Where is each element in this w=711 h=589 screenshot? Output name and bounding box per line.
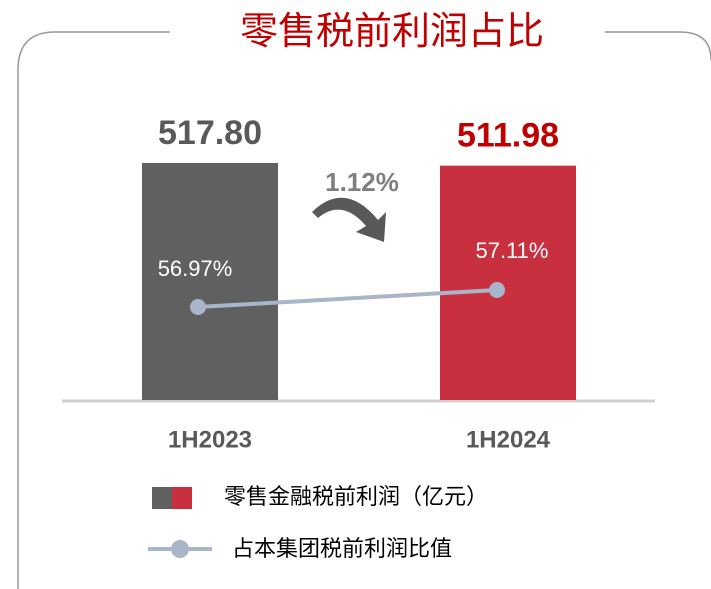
line-point bbox=[190, 299, 206, 315]
bar-value-label: 517.80 bbox=[158, 114, 262, 152]
legend-swatch bbox=[171, 540, 189, 558]
line bbox=[197, 288, 498, 309]
chart-title: 零售税前利润占比 bbox=[240, 11, 544, 53]
legend-label: 占本集团税前利润比值 bbox=[232, 536, 452, 561]
x-tick-label: 1H2023 bbox=[168, 426, 252, 453]
line-value-label: 57.11% bbox=[476, 238, 549, 263]
line-point bbox=[489, 282, 505, 298]
x-tick-label: 1H2024 bbox=[466, 426, 551, 453]
trend-arrow bbox=[312, 197, 386, 242]
legend-swatch bbox=[172, 487, 192, 509]
annotation: 1.12% bbox=[325, 167, 399, 197]
bar bbox=[440, 165, 576, 400]
legend-label: 零售金融税前利润（亿元） bbox=[224, 484, 488, 509]
bar bbox=[142, 163, 278, 400]
bar-value-label: 511.98 bbox=[457, 117, 559, 155]
legend-swatch bbox=[152, 487, 172, 509]
line-value-label: 56.97% bbox=[158, 256, 233, 281]
